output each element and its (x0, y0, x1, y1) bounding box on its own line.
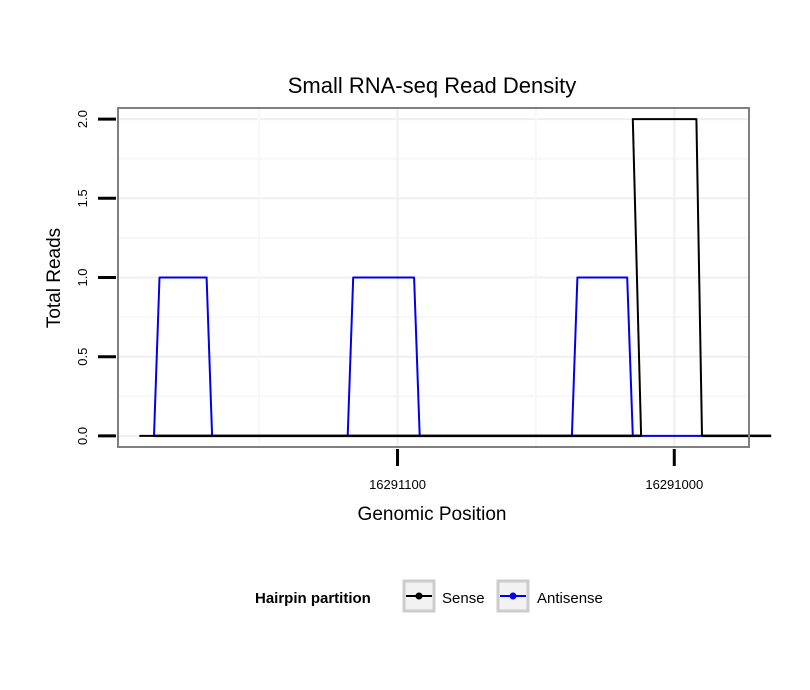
grid-lines (118, 108, 749, 447)
y-tick-label-3: 1.5 (75, 189, 90, 207)
y-tick-label-0: 0.0 (75, 427, 90, 445)
x-tick-label-1: 16291000 (645, 477, 703, 492)
plot-panel-border (117, 107, 750, 448)
legend-item-sense: Sense (402, 579, 485, 613)
chart-title: Small RNA-seq Read Density (288, 73, 577, 98)
y-axis-label: Total Reads (44, 228, 65, 328)
x-axis-label: Genomic Position (358, 504, 507, 525)
x-axis-ticks: 16291100 16291000 (369, 449, 703, 492)
y-tick-label-4: 2.0 (75, 110, 90, 128)
y-axis-ticks: 0.0 0.5 1.0 1.5 2.0 (75, 110, 116, 445)
legend-title: Hairpin partition (255, 590, 371, 607)
legend-point-sense (415, 592, 423, 600)
y-tick-label-1: 0.5 (75, 348, 90, 366)
legend-label-sense: Sense (442, 590, 485, 607)
legend-point-antisense (509, 592, 517, 600)
legend-label-antisense: Antisense (537, 590, 603, 607)
legend-item-antisense: Antisense (496, 579, 603, 613)
x-tick-label-0: 16291100 (369, 477, 426, 492)
legend: Hairpin partition Sense Antisense (255, 579, 603, 613)
y-tick-label-2: 1.0 (75, 268, 90, 286)
